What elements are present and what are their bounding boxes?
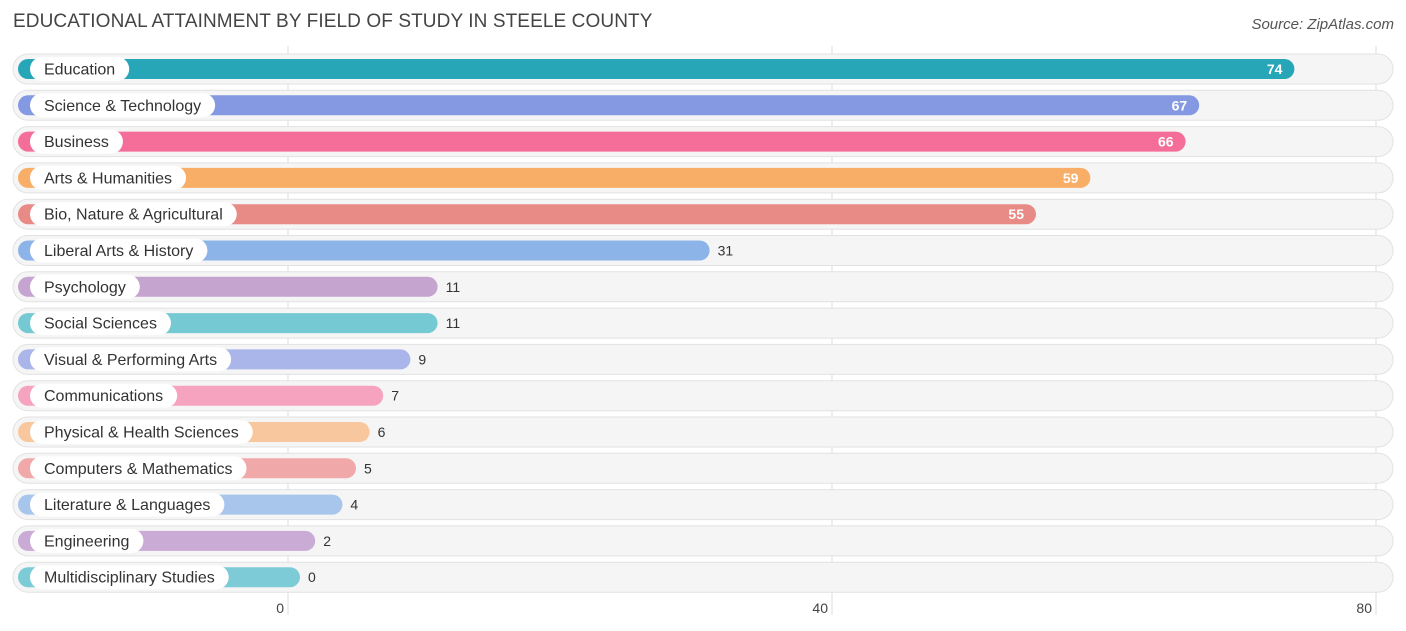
- category-label-pill: [30, 420, 253, 444]
- category-label: Social Sciences: [44, 316, 157, 333]
- value-label: 9: [418, 351, 426, 367]
- value-label: 5: [364, 460, 372, 476]
- category-label-pill: [30, 347, 232, 372]
- value-label: 31: [718, 243, 734, 259]
- bar: [18, 167, 1091, 188]
- row-track: [12, 525, 1394, 557]
- category-label: Communications: [44, 388, 163, 405]
- category-label-pill: [30, 238, 208, 263]
- x-axis-ticks: 0 40 80: [276, 600, 1372, 616]
- chart-title: EDUCATIONAL ATTAINMENT BY FIELD OF STUDY…: [13, 11, 653, 32]
- category-label: Liberal Arts & History: [44, 243, 193, 260]
- category-label-pill: [30, 456, 247, 481]
- category-label-pill: [30, 528, 144, 553]
- category-label: Business: [44, 134, 109, 151]
- bar: [18, 131, 1186, 152]
- row-track: [12, 489, 1394, 521]
- category-label: Science & Technology: [44, 98, 201, 115]
- value-label: 7: [391, 388, 399, 404]
- category-label-pill: [30, 57, 130, 81]
- row-track: [12, 452, 1394, 484]
- category-label: Literature & Languages: [44, 497, 210, 514]
- value-label: 4: [350, 497, 358, 513]
- category-label: Arts & Humanities: [44, 170, 172, 187]
- category-label: Computers & Mathematics: [44, 461, 233, 478]
- bar: [18, 95, 1200, 116]
- category-label-pill: [30, 565, 229, 590]
- category-label-pill: [30, 129, 123, 154]
- value-label: 6: [378, 424, 386, 440]
- category-label: Education: [44, 62, 115, 79]
- bar: [18, 59, 1295, 79]
- value-label: 66: [1158, 134, 1174, 150]
- value-label: 11: [446, 279, 461, 295]
- category-label: Bio, Nature & Agricultural: [44, 207, 223, 224]
- category-label: Physical & Health Sciences: [44, 425, 239, 442]
- category-label: Psychology: [44, 279, 126, 296]
- value-label: 55: [1008, 206, 1024, 222]
- value-label: 74: [1267, 61, 1283, 77]
- value-label: 59: [1063, 170, 1079, 186]
- category-label: Multidisciplinary Studies: [44, 570, 215, 587]
- category-label-pill: [30, 93, 216, 118]
- category-label-pill: [30, 274, 140, 299]
- x-tick-label: 0: [276, 600, 284, 616]
- value-label: 67: [1172, 97, 1188, 113]
- category-label: Engineering: [44, 533, 129, 550]
- category-label-pill: [30, 383, 178, 408]
- category-label-pill: [30, 311, 171, 336]
- category-label-pill: [30, 202, 237, 227]
- category-label: Visual & Performing Arts: [44, 352, 217, 369]
- value-label: 11: [446, 315, 461, 331]
- value-label: 0: [308, 569, 316, 585]
- value-label: 2: [323, 533, 331, 549]
- bar: [18, 204, 1036, 225]
- row-track: [12, 561, 1394, 593]
- category-label-pill: [30, 492, 225, 517]
- source-label: Source: ZipAtlas.com: [1251, 16, 1394, 33]
- x-tick-label: 40: [812, 600, 828, 616]
- category-label-pill: [30, 165, 187, 190]
- x-tick-label: 80: [1356, 600, 1372, 616]
